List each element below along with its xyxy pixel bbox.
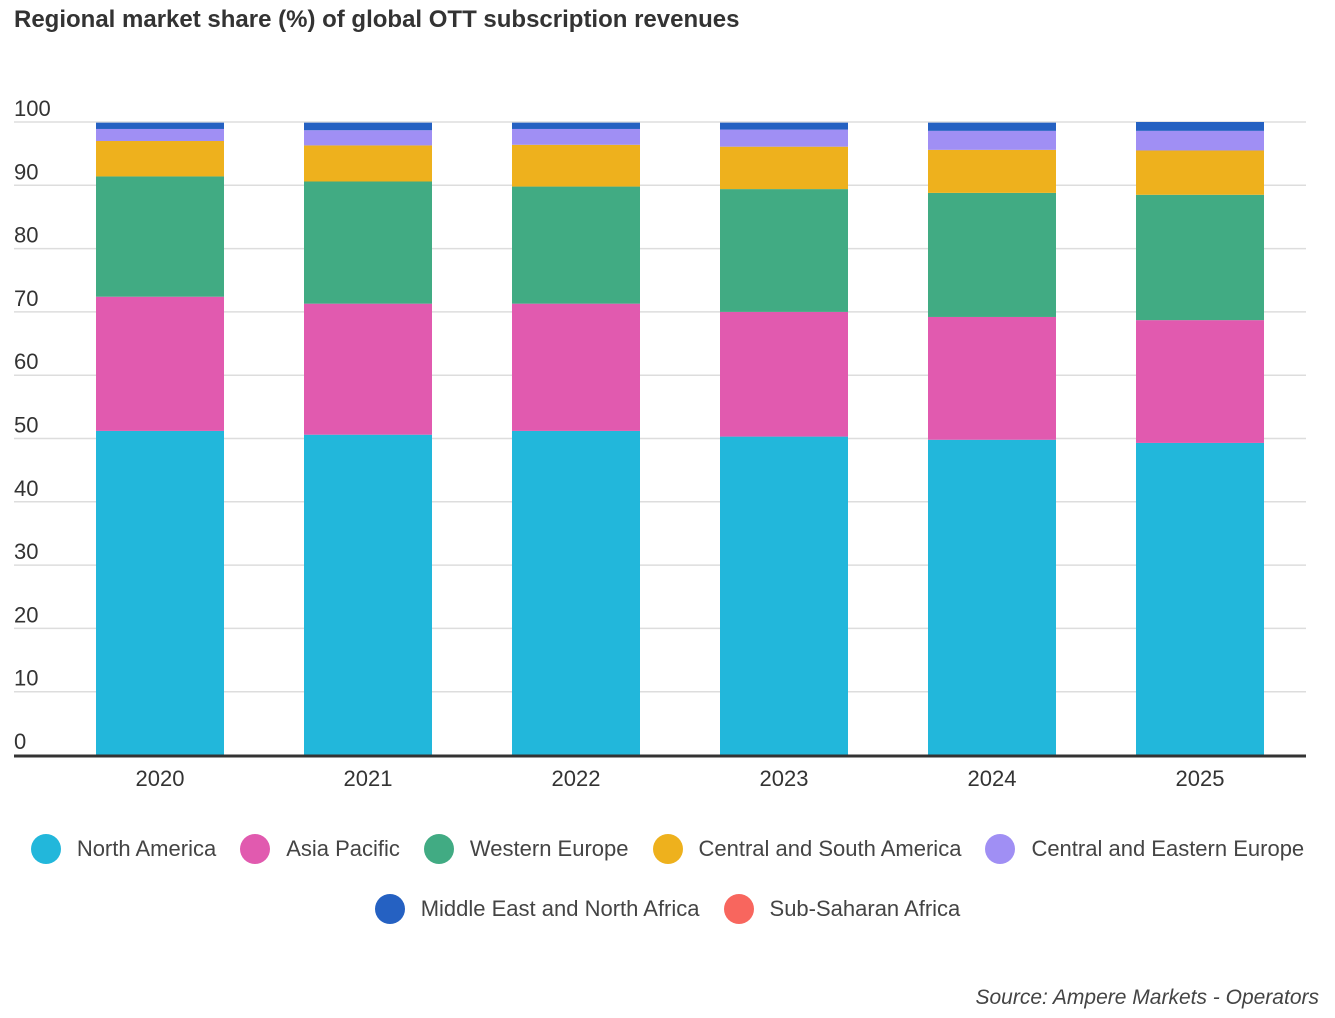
stacked-bar-chart: 0 10 20 30 40 50 60 70 80 90 100 2020 2021 2022 2023 20…	[14, 96, 1306, 791]
x-tick-label: 2022	[552, 766, 601, 791]
legend-swatch	[985, 834, 1016, 864]
legend-item: Central and Eastern Europe	[985, 834, 1304, 864]
bar-segment-central-and-south-america-2022	[512, 144, 640, 187]
bar-segment-central-and-south-america-2021	[304, 145, 432, 182]
legend-label: Central and South America	[698, 836, 962, 861]
y-tick-label: 70	[14, 286, 38, 311]
y-tick-label: 90	[14, 159, 38, 184]
bar-segment-central-and-eastern-europe-2022	[512, 128, 640, 145]
legend-label: Middle East and North Africa	[420, 896, 700, 921]
bar-segment-north-america-2024	[928, 439, 1056, 755]
bar-segment-western-europe-2022	[512, 186, 640, 304]
y-tick-label: 40	[14, 476, 38, 501]
bar-segment-central-and-south-america-2025	[1136, 150, 1264, 195]
bar-segment-middle-east-and-north-africa-2025	[1136, 122, 1264, 131]
legend-row: North America Asia Pacific Western Europe C…	[0, 834, 1335, 864]
legend-swatch	[652, 834, 683, 864]
bar-segment-western-europe-2025	[1136, 194, 1264, 321]
source-note: Source: Ampere Markets - Operators	[975, 986, 1319, 1009]
legend-swatch	[30, 834, 61, 864]
x-tick-label: 2023	[760, 766, 809, 791]
bar-segment-central-and-south-america-2023	[720, 146, 848, 190]
bar-segment-asia-pacific-2025	[1136, 320, 1264, 443]
bar-segment-asia-pacific-2024	[928, 316, 1056, 440]
legend-item: Western Europe	[423, 834, 629, 864]
x-tick-label: 2021	[344, 766, 393, 791]
legend-item: Central and South America	[652, 834, 962, 864]
y-tick-label: 20	[14, 602, 38, 627]
bar-segment-middle-east-and-north-africa-2022	[512, 122, 640, 129]
bar-segment-asia-pacific-2022	[512, 303, 640, 431]
bar-segment-central-and-eastern-europe-2023	[720, 129, 848, 147]
bar-segment-north-america-2021	[304, 434, 432, 755]
bar-segment-asia-pacific-2021	[304, 303, 432, 435]
y-tick-label: 100	[14, 96, 51, 121]
bar-segment-central-and-eastern-europe-2025	[1136, 130, 1264, 151]
bar-segment-asia-pacific-2023	[720, 311, 848, 437]
legend-item: North America	[30, 834, 217, 864]
y-tick-label: 30	[14, 539, 38, 564]
bar-segment-western-europe-2023	[720, 189, 848, 312]
y-tick-label: 10	[14, 666, 38, 691]
bar-segment-middle-east-and-north-africa-2024	[928, 122, 1056, 131]
bar-segment-asia-pacific-2020	[96, 296, 224, 431]
bar-segment-central-and-south-america-2024	[928, 149, 1056, 193]
legend-item: Asia Pacific	[240, 834, 400, 864]
x-tick-label: 2025	[1176, 766, 1225, 791]
bar-segment-western-europe-2021	[304, 181, 432, 304]
y-tick-label: 60	[14, 349, 38, 374]
legend-item: Middle East and North Africa	[374, 894, 700, 924]
legend-label: North America	[76, 836, 217, 861]
legend-swatch	[374, 894, 405, 924]
bar-segment-western-europe-2024	[928, 192, 1056, 317]
legend-swatch	[423, 834, 454, 864]
y-tick-label: 50	[14, 413, 38, 438]
legend-swatch	[723, 894, 754, 924]
legend-swatch	[240, 834, 271, 864]
legend-label: Western Europe	[469, 836, 629, 861]
x-tick-label: 2024	[968, 766, 1017, 791]
legend-item: Sub-Saharan Africa	[723, 894, 961, 924]
bar-segment-central-and-eastern-europe-2021	[304, 130, 432, 146]
x-tick-label: 2020	[136, 766, 185, 791]
bar-segment-central-and-south-america-2020	[96, 140, 224, 177]
bar-segment-middle-east-and-north-africa-2023	[720, 122, 848, 130]
bar-segment-middle-east-and-north-africa-2021	[304, 122, 432, 131]
y-tick-label: 0	[14, 729, 26, 754]
bar-segment-central-and-eastern-europe-2024	[928, 130, 1056, 150]
bar-segment-central-and-eastern-europe-2020	[96, 128, 224, 141]
bar-segment-north-america-2023	[720, 436, 848, 755]
bar-segment-north-america-2022	[512, 430, 640, 755]
bar-segment-north-america-2020	[96, 430, 224, 755]
legend-label: Central and Eastern Europe	[1031, 836, 1305, 861]
y-tick-label: 80	[14, 223, 38, 248]
bar-segment-western-europe-2020	[96, 176, 224, 297]
legend-label: Asia Pacific	[286, 836, 400, 861]
legend-row: Middle East and North Africa Sub-Saharan …	[0, 894, 1335, 924]
chart-title: Regional market share (%) of global OTT …	[14, 6, 740, 33]
legend-label: Sub-Saharan Africa	[769, 896, 961, 921]
bar-segment-middle-east-and-north-africa-2020	[96, 122, 224, 129]
bar-segment-north-america-2025	[1136, 442, 1264, 755]
